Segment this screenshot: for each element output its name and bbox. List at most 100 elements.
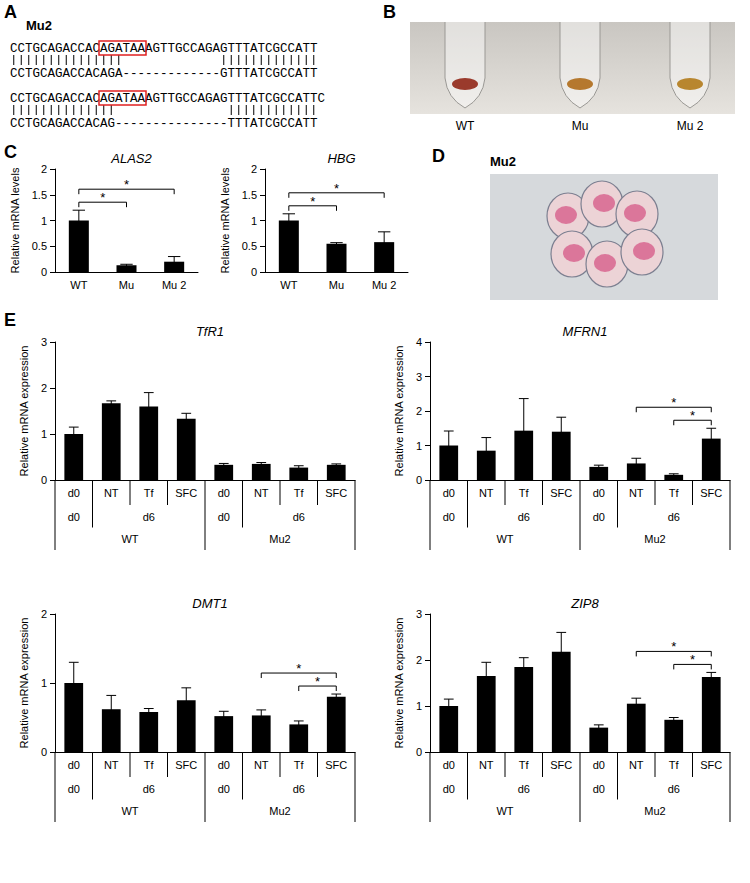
- svg-text:Relative mRNA expression: Relative mRNA expression: [18, 346, 30, 477]
- svg-text:0: 0: [251, 266, 257, 278]
- svg-text:d0: d0: [68, 487, 80, 499]
- svg-text:NT: NT: [104, 487, 119, 499]
- svg-text:WT: WT: [121, 533, 138, 545]
- svg-text:d0: d0: [218, 759, 230, 771]
- svg-text:d6: d6: [668, 783, 680, 795]
- svg-text:SFC: SFC: [550, 759, 572, 771]
- svg-text:Mu 2: Mu 2: [372, 279, 396, 291]
- svg-text:Relative mRNA expression: Relative mRNA expression: [393, 346, 405, 477]
- svg-text:Mu 2: Mu 2: [162, 279, 186, 291]
- svg-text:0: 0: [41, 266, 47, 278]
- svg-text:SFC: SFC: [700, 759, 722, 771]
- svg-text:Mu2: Mu2: [26, 18, 52, 33]
- svg-text:d6: d6: [293, 511, 305, 523]
- svg-text:CCTGCAGACCACAGATAAAGTTGCCAGAGT: CCTGCAGACCACAGATAAAGTTGCCAGAGTTTATCGCCAT…: [10, 42, 318, 56]
- svg-text:0: 0: [41, 746, 47, 758]
- svg-text:Tf: Tf: [144, 759, 155, 771]
- svg-text:NT: NT: [629, 759, 644, 771]
- svg-text:WT: WT: [456, 119, 475, 133]
- svg-text:WT: WT: [121, 805, 138, 817]
- svg-text:Tf: Tf: [669, 759, 680, 771]
- svg-text:HBG: HBG: [327, 151, 355, 166]
- svg-text:0.5: 0.5: [242, 240, 257, 252]
- svg-text:1.5: 1.5: [242, 189, 257, 201]
- svg-text:1: 1: [41, 215, 47, 227]
- svg-text:*: *: [124, 177, 129, 192]
- svg-text:Mu: Mu: [572, 119, 589, 133]
- svg-text:d0: d0: [593, 783, 605, 795]
- svg-text:*: *: [315, 674, 320, 689]
- svg-text:ZIP8: ZIP8: [570, 596, 599, 611]
- svg-text:d6: d6: [143, 511, 155, 523]
- svg-text:2: 2: [251, 163, 257, 175]
- svg-text:CCTGCAGACCACAGATAAAGTTGCCAGAGT: CCTGCAGACCACAGATAAAGTTGCCAGAGTTTATCGCCAT…: [10, 92, 325, 106]
- svg-text:*: *: [671, 395, 676, 410]
- svg-text:*: *: [100, 190, 105, 205]
- svg-text:CCTGCAGACCACAG---------------T: CCTGCAGACCACAG---------------TTTATCGCCAT…: [10, 117, 318, 131]
- svg-text:d6: d6: [518, 783, 530, 795]
- svg-text:NT: NT: [104, 759, 119, 771]
- svg-text:ALAS2: ALAS2: [110, 151, 152, 166]
- svg-text:d0: d0: [218, 783, 230, 795]
- svg-text:2: 2: [41, 382, 47, 394]
- svg-text:d0: d0: [68, 783, 80, 795]
- svg-text:4: 4: [416, 336, 422, 348]
- svg-text:Mu2: Mu2: [490, 154, 516, 169]
- svg-text:2: 2: [416, 405, 422, 417]
- svg-text:WT: WT: [70, 279, 87, 291]
- svg-text:Mu2: Mu2: [269, 805, 290, 817]
- svg-text:1: 1: [251, 215, 257, 227]
- svg-text:d0: d0: [443, 759, 455, 771]
- svg-text:0: 0: [416, 474, 422, 486]
- svg-text:d0: d0: [593, 759, 605, 771]
- svg-text:2: 2: [41, 608, 47, 620]
- svg-text:Mu2: Mu2: [644, 533, 665, 545]
- svg-text:DMT1: DMT1: [192, 596, 227, 611]
- svg-text:Tf: Tf: [669, 487, 680, 499]
- svg-text:NT: NT: [479, 487, 494, 499]
- svg-text:MFRN1: MFRN1: [563, 324, 608, 339]
- svg-text:Tf: Tf: [144, 487, 155, 499]
- svg-text:*: *: [690, 652, 695, 667]
- svg-text:Tf: Tf: [294, 759, 305, 771]
- svg-text:Tf: Tf: [519, 487, 530, 499]
- svg-text:Relative mRNA levels: Relative mRNA levels: [219, 167, 231, 273]
- svg-text:2: 2: [41, 163, 47, 175]
- svg-text:d0: d0: [68, 511, 80, 523]
- svg-text:Relative mRNA expression: Relative mRNA expression: [393, 618, 405, 749]
- svg-text:Relative mRNA expression: Relative mRNA expression: [18, 618, 30, 749]
- svg-text:Mu: Mu: [119, 279, 134, 291]
- svg-text:1.5: 1.5: [32, 189, 47, 201]
- svg-text:Tf: Tf: [519, 759, 530, 771]
- svg-text:3: 3: [416, 608, 422, 620]
- svg-text:3: 3: [416, 371, 422, 383]
- svg-text:Mu: Mu: [329, 279, 344, 291]
- svg-text:Mu 2: Mu 2: [677, 119, 704, 133]
- svg-text:*: *: [334, 181, 339, 196]
- svg-text:Mu2: Mu2: [644, 805, 665, 817]
- svg-text:d0: d0: [218, 487, 230, 499]
- svg-text:WT: WT: [496, 533, 513, 545]
- svg-text:d0: d0: [593, 511, 605, 523]
- svg-text:NT: NT: [479, 759, 494, 771]
- svg-text:1: 1: [416, 440, 422, 452]
- svg-text:d0: d0: [443, 511, 455, 523]
- svg-text:0: 0: [41, 474, 47, 486]
- svg-text:1: 1: [41, 677, 47, 689]
- svg-text:*: *: [690, 408, 695, 423]
- svg-text:Tf: Tf: [294, 487, 305, 499]
- svg-text:0: 0: [416, 746, 422, 758]
- svg-text:SFC: SFC: [550, 487, 572, 499]
- svg-text:Mu2: Mu2: [269, 533, 290, 545]
- svg-text:WT: WT: [280, 279, 297, 291]
- svg-text:d0: d0: [443, 783, 455, 795]
- svg-text:d0: d0: [443, 487, 455, 499]
- svg-text:SFC: SFC: [700, 487, 722, 499]
- svg-text:0.5: 0.5: [32, 240, 47, 252]
- svg-text:1: 1: [416, 700, 422, 712]
- svg-text:SFC: SFC: [175, 759, 197, 771]
- svg-text:2: 2: [416, 654, 422, 666]
- svg-text:CCTGCAGACCACAGA-------------GT: CCTGCAGACCACAGA-------------GTTTATCGCCAT…: [10, 67, 318, 81]
- svg-text:d0: d0: [68, 759, 80, 771]
- svg-text:3: 3: [41, 336, 47, 348]
